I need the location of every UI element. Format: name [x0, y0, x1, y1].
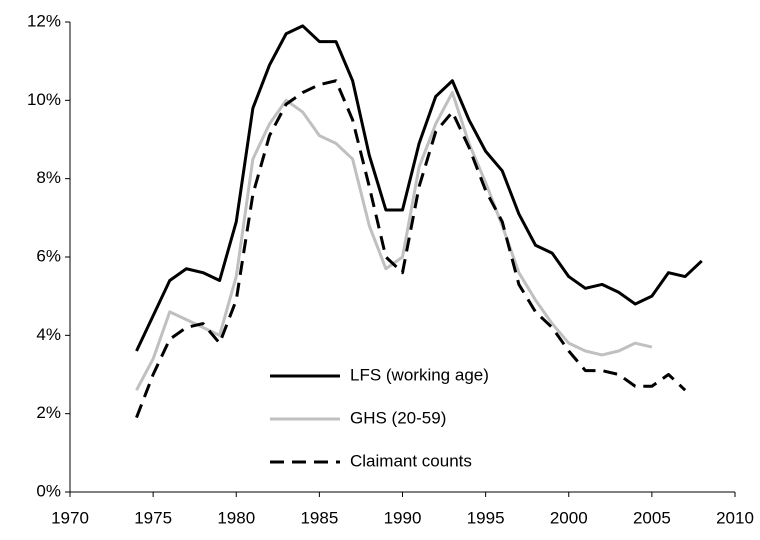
x-tick-label: 1980 [217, 508, 255, 527]
x-tick-label: 2010 [716, 508, 754, 527]
x-tick-label: 1985 [300, 508, 338, 527]
x-tick-label: 1975 [134, 508, 172, 527]
y-tick-label: 12% [27, 11, 61, 30]
legend-label: Claimant counts [350, 451, 472, 470]
x-tick-label: 1995 [467, 508, 505, 527]
series-line [135, 24, 703, 352]
x-tick-label: 2005 [633, 508, 671, 527]
x-tick-label: 1970 [51, 508, 89, 527]
y-tick-label: 10% [27, 90, 61, 109]
legend-label: LFS (working age) [350, 365, 489, 384]
y-tick-label: 6% [36, 246, 61, 265]
series-line [135, 91, 653, 391]
y-tick-label: 0% [36, 481, 61, 500]
legend-label: GHS (20-59) [350, 408, 446, 427]
series-line [135, 79, 687, 419]
x-tick-label: 2000 [550, 508, 588, 527]
y-tick-label: 4% [36, 325, 61, 344]
x-tick-label: 1990 [384, 508, 422, 527]
y-tick-label: 2% [36, 403, 61, 422]
y-tick-label: 8% [36, 168, 61, 187]
